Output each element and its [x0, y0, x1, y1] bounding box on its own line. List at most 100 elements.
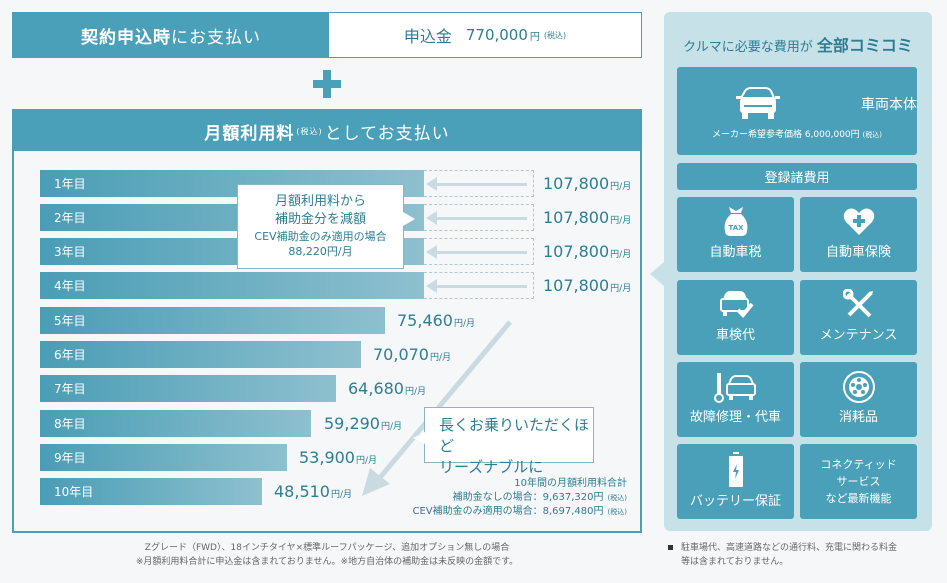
application-fee-label: 申込金 — [403, 27, 452, 46]
price-year-1: 107,800円/月 — [543, 174, 632, 193]
subsidy-callout-line4: 88,220円/月 — [288, 245, 353, 258]
footnote-right-line1: 駐車場代、高速道路などの通行料、充電に関わる料金 — [681, 543, 898, 553]
monthly-fee-header-rest: としてお支払い — [324, 123, 450, 144]
card-insurance: 自動車保険 — [800, 197, 917, 272]
price-year-8: 59,290円/月 — [324, 414, 403, 433]
bar-label: 6年目 — [54, 348, 86, 362]
connected-line2: サービス — [836, 475, 881, 488]
auto-tax-label: 自動車税 — [709, 245, 762, 260]
initial-payment-label-bold: 契約申込時 — [81, 27, 171, 48]
price-year-4: 107,800円/月 — [543, 276, 632, 295]
bar-year-9: 9年目 — [40, 444, 287, 471]
insurance-label: 自動車保険 — [825, 245, 891, 260]
car-front-icon — [736, 87, 780, 119]
included-costs-title: クルマに必要な費用が 全部コミコミ — [683, 36, 913, 55]
vehicle-label: 車両本体 — [861, 97, 917, 113]
totals-no-subsidy: 補助金なしの場合：9,637,320円 (税込) — [452, 492, 627, 503]
bar-year-10: 10年目 — [40, 478, 262, 505]
reduction-ghost-2 — [424, 204, 534, 231]
initial-payment-label: 契約申込時 にお支払い — [13, 13, 329, 57]
card-auto-tax: TAX 自動車税 — [677, 197, 794, 272]
bar-year-7: 7年目 — [40, 375, 336, 402]
tire-icon — [842, 371, 875, 403]
reasonable-callout-line2: リーズナブルに — [439, 458, 544, 476]
subsidy-callout: 月額利用料から 補助金分を減額 CEV補助金のみ適用の場合 88,220円/月 — [237, 184, 415, 269]
ten-year-totals: 10年間の月額利用料合計 補助金なしの場合：9,637,320円 (税込) CEV… — [412, 477, 627, 519]
tax-bag-icon: TAX — [724, 207, 747, 236]
subsidy-callout-line2: 補助金分を減額 — [274, 212, 366, 227]
price-year-2: 107,800円/月 — [543, 208, 632, 227]
initial-payment-label-rest: にお支払い — [171, 27, 261, 48]
card-maintenance: メンテナンス — [800, 280, 917, 355]
card-vehicle: 車両本体 メーカー希望参考価格 6,000,000円 (税込) — [677, 67, 917, 155]
monthly-fee-header-bold: 月額利用料 — [204, 123, 295, 144]
bar-label: 8年目 — [54, 417, 86, 431]
card-inspection: 車検代 — [677, 280, 794, 355]
bar-label: 3年目 — [54, 245, 86, 259]
card-battery: バッテリー保証 — [677, 444, 794, 519]
application-fee-amount: 770,000 — [465, 26, 528, 44]
bar-label: 10年目 — [54, 485, 94, 499]
bar-label: 1年目 — [54, 177, 86, 191]
bar-label: 9年目 — [54, 451, 86, 465]
card-registration: 登録諸費用 — [677, 163, 917, 190]
footnote-right: 駐車場代、高速道路などの通行料、充電に関わる料金 等は含まれておりません。 — [668, 541, 938, 569]
bar-year-4: 4年目 — [40, 272, 424, 299]
application-fee: 申込金 770,000 円 (税込) — [329, 13, 641, 57]
bar-label: 7年目 — [54, 382, 86, 396]
footnote-right-line2: 等は含まれておりません。 — [681, 557, 789, 567]
reduction-ghost-3 — [424, 238, 534, 265]
battery-label: バッテリー保証 — [689, 494, 781, 509]
maintenance-label: メンテナンス — [819, 328, 898, 343]
application-fee-tax: (税込) — [543, 30, 567, 40]
callout-tail — [413, 432, 425, 444]
arrow-left-icon — [426, 245, 437, 259]
price-year-10: 48,510円/月 — [274, 482, 353, 501]
reasonable-callout: 長くお乗りいただくほど リーズナブルに — [413, 407, 594, 476]
arrow-left-icon — [426, 279, 437, 293]
bar-label: 4年目 — [54, 279, 86, 293]
footnote-left: Zグレード（FWD）、18インチタイヤ×標準ルーフパッケージ、追加オプション無し… — [12, 541, 642, 569]
car-check-icon — [719, 291, 754, 318]
bar-year-5: 5年目 — [40, 307, 385, 334]
reduction-ghost-1 — [424, 170, 534, 197]
connected-line3: など最新機能 — [825, 492, 892, 505]
price-year-6: 70,070円/月 — [373, 345, 452, 364]
diagonal-down-arrow-icon — [362, 320, 512, 496]
callout-tail — [403, 212, 415, 226]
footnote-line1: Zグレード（FWD）、18インチタイヤ×標準ルーフパッケージ、追加オプション無し… — [144, 543, 510, 553]
wrench-car-icon — [713, 373, 756, 403]
price-year-7: 64,680円/月 — [348, 379, 427, 398]
price-year-5: 75,460円/月 — [397, 311, 476, 330]
tools-icon — [842, 289, 873, 318]
battery-icon — [728, 452, 743, 487]
repair-label: 故障修理・代車 — [689, 410, 781, 425]
reduction-ghost-4 — [424, 272, 534, 299]
plus-icon — [313, 70, 341, 98]
totals-cev-subsidy: CEV補助金のみ適用の場合：8,697,480円 (税込) — [412, 506, 627, 517]
price-year-9: 53,900円/月 — [299, 448, 378, 467]
application-fee-unit: 円 — [529, 31, 540, 43]
heart-plus-icon — [843, 208, 874, 235]
bullet-icon — [668, 545, 673, 550]
panel-pointer — [650, 262, 664, 286]
connected-line1: コネクティッド — [820, 458, 897, 471]
subsidy-callout-line3: CEV補助金のみ適用の場合 — [254, 230, 387, 243]
bar-label: 2年目 — [54, 211, 86, 225]
card-repair: 故障修理・代車 — [677, 362, 794, 437]
price-year-3: 107,800円/月 — [543, 242, 632, 261]
svg-text:TAX: TAX — [728, 224, 744, 232]
bar-label: 5年目 — [54, 314, 86, 328]
registration-label: 登録諸費用 — [764, 171, 830, 186]
reasonable-callout-line1: 長くお乗りいただくほど — [439, 416, 590, 455]
consumables-label: 消耗品 — [838, 410, 878, 425]
totals-title: 10年間の月額利用料合計 — [514, 478, 627, 489]
monthly-fee-header: 月額利用料 (税込) としてお支払い — [14, 111, 640, 151]
vehicle-price: メーカー希望参考価格 6,000,000円 (税込) — [711, 130, 882, 140]
inspection-label: 車検代 — [715, 328, 755, 343]
card-consumables: 消耗品 — [800, 362, 917, 437]
arrow-left-icon — [426, 211, 437, 225]
subsidy-callout-line1: 月額利用料から — [274, 194, 366, 209]
initial-payment-row: 契約申込時 にお支払い 申込金 770,000 円 (税込) — [12, 12, 642, 58]
card-connected: コネクティッド サービス など最新機能 — [800, 444, 917, 519]
